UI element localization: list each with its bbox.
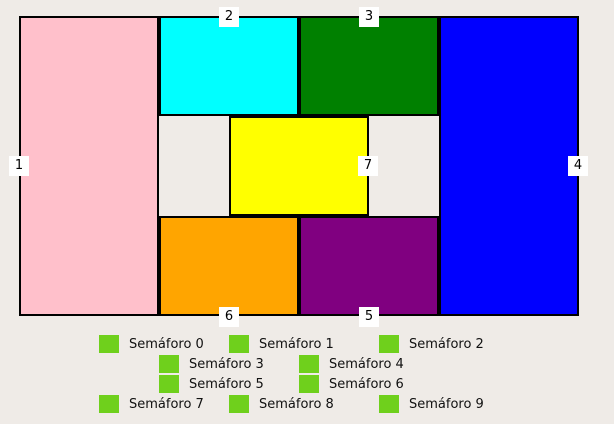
semaforo-4-indicator[interactable] xyxy=(299,355,319,373)
semaforo-4-label: Semáforo 4 xyxy=(329,356,404,372)
empty-cell-left xyxy=(159,116,229,216)
region-4-label: 4 xyxy=(568,156,588,176)
semaforo-1[interactable]: Semáforo 1 xyxy=(229,334,334,354)
semaforo-3[interactable]: Semáforo 3 xyxy=(159,354,264,374)
region-6 xyxy=(159,216,299,316)
region-2 xyxy=(159,16,299,116)
semaforo-8-label: Semáforo 8 xyxy=(259,396,334,412)
semaforo-9[interactable]: Semáforo 9 xyxy=(379,394,484,414)
region-1-label: 1 xyxy=(9,156,29,176)
semaforo-7-label: Semáforo 7 xyxy=(129,396,204,412)
semaforo-1-indicator[interactable] xyxy=(229,335,249,353)
region-7-label: 7 xyxy=(358,156,378,176)
region-1 xyxy=(19,16,159,316)
semaforo-5-indicator[interactable] xyxy=(159,375,179,393)
semaforo-1-label: Semáforo 1 xyxy=(259,336,334,352)
semaforo-8-indicator[interactable] xyxy=(229,395,249,413)
semaforo-7[interactable]: Semáforo 7 xyxy=(99,394,204,414)
region-5-label: 5 xyxy=(359,307,379,327)
region-2-label: 2 xyxy=(219,7,239,27)
region-3 xyxy=(299,16,439,116)
semaforo-3-label: Semáforo 3 xyxy=(189,356,264,372)
region-6-label: 6 xyxy=(219,307,239,327)
region-4 xyxy=(439,16,579,316)
semaforo-3-indicator[interactable] xyxy=(159,355,179,373)
semaforo-9-indicator[interactable] xyxy=(379,395,399,413)
semaforo-9-label: Semáforo 9 xyxy=(409,396,484,412)
semaforo-7-indicator[interactable] xyxy=(99,395,119,413)
empty-cell-right xyxy=(369,116,439,216)
semaforo-0-label: Semáforo 0 xyxy=(129,336,204,352)
semaforo-6-label: Semáforo 6 xyxy=(329,376,404,392)
semaforo-4[interactable]: Semáforo 4 xyxy=(299,354,404,374)
semaforo-8[interactable]: Semáforo 8 xyxy=(229,394,334,414)
semaforo-2[interactable]: Semáforo 2 xyxy=(379,334,484,354)
semaforo-2-indicator[interactable] xyxy=(379,335,399,353)
region-3-label: 3 xyxy=(359,7,379,27)
semaforo-6[interactable]: Semáforo 6 xyxy=(299,374,404,394)
region-7 xyxy=(229,116,369,216)
semaforo-0[interactable]: Semáforo 0 xyxy=(99,334,204,354)
semaforo-0-indicator[interactable] xyxy=(99,335,119,353)
region-5 xyxy=(299,216,439,316)
semaforo-5-label: Semáforo 5 xyxy=(189,376,264,392)
semaforo-6-indicator[interactable] xyxy=(299,375,319,393)
semaforo-2-label: Semáforo 2 xyxy=(409,336,484,352)
semaforo-5[interactable]: Semáforo 5 xyxy=(159,374,264,394)
